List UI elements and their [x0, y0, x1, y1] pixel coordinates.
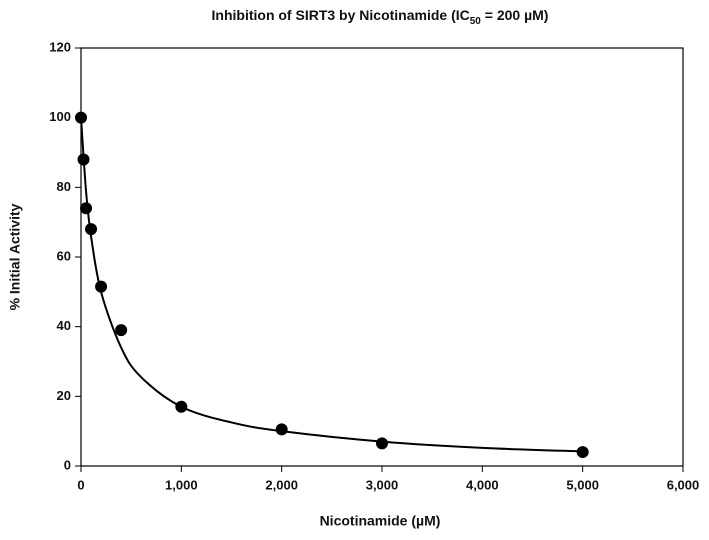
data-point	[576, 446, 589, 459]
x-axis-label: Nicotinamide (µM)	[320, 513, 441, 529]
y-tick-label: 40	[57, 318, 71, 333]
chart-title: Inhibition of SIRT3 by Nicotinamide (IC5…	[212, 7, 549, 27]
title-part: Inhibition of SIRT3 by Nicotinamide (IC	[212, 7, 470, 23]
y-tick-label: 60	[57, 248, 71, 263]
y-tick-label: 80	[57, 179, 71, 194]
x-tick-label: 0	[77, 477, 84, 492]
data-point	[115, 324, 128, 337]
x-tick-label: 3,000	[366, 477, 399, 492]
y-tick-label: 0	[64, 457, 71, 472]
y-tick-label: 100	[49, 109, 71, 124]
x-tick-label: 2,000	[265, 477, 298, 492]
x-tick-label: 6,000	[667, 477, 700, 492]
title-subscript: 50	[470, 16, 482, 27]
fit-curve	[80, 117, 583, 453]
data-point	[376, 437, 388, 450]
y-tick-label: 20	[57, 388, 71, 403]
data-point	[80, 202, 93, 215]
y-tick-label: 120	[49, 39, 71, 54]
title-part: = 200 µM)	[481, 7, 549, 23]
data-point	[275, 423, 288, 436]
x-tick-label: 4,000	[466, 477, 499, 492]
x-tick-label: 5,000	[566, 477, 599, 492]
x-tick-label: 1,000	[165, 477, 198, 492]
plot-frame	[80, 47, 684, 467]
y-axis-label: % Initial Activity	[7, 203, 23, 310]
